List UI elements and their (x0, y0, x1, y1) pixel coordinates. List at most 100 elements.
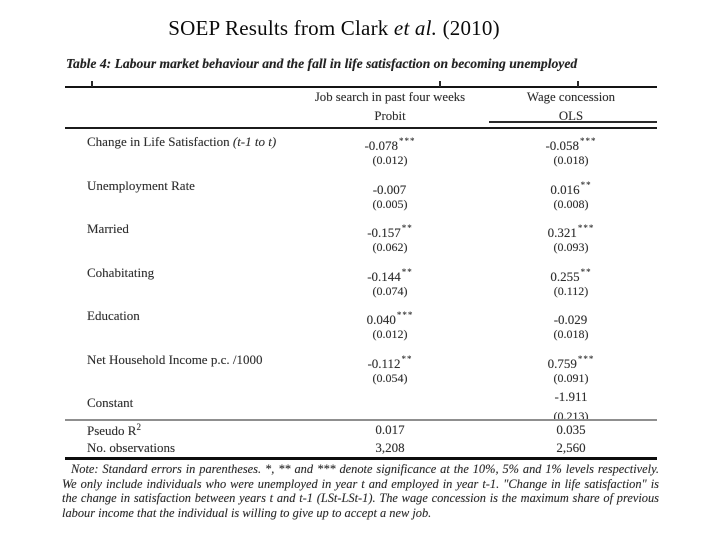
coefficient: 0.016** (485, 173, 657, 197)
probit-cell: -0.078*** (0.012) (295, 129, 485, 173)
probit-cell: 3,208 (375, 440, 405, 455)
coefficient-value: -1.911 (554, 390, 588, 404)
coefficient: -0.157** (295, 216, 485, 240)
coefficient-value: 0.321 (547, 225, 577, 240)
significance-stars: *** (580, 136, 597, 146)
table-body: Change in Life Satisfaction (t-1 to t) -… (65, 129, 657, 460)
probit-cell: -0.144** (0.074) (295, 260, 485, 304)
probit-cell: -0.007 (0.005) (295, 173, 485, 217)
table-caption: Table 4: Labour market behaviour and the… (66, 56, 578, 71)
standard-error (295, 409, 485, 410)
coefficient: -0.112** (295, 347, 485, 371)
row-label-text: Change in Life Satisfaction (87, 134, 233, 149)
row-label: Constant (65, 390, 295, 419)
coefficient-value: 0.016 (550, 181, 580, 197)
ols-cell: -0.029 (0.018) (485, 303, 657, 347)
column-header-wage-concession: Wage concession (526, 90, 616, 104)
standard-error: (0.018) (553, 327, 589, 341)
coefficient: -0.058*** (485, 129, 657, 153)
standard-error: (0.054) (372, 370, 408, 385)
coefficient-value: -0.144 (367, 268, 401, 284)
coefficient-value: 0.040 (366, 312, 396, 327)
row-label-text: Net Household Income p.c. /1000 (87, 351, 263, 367)
table-row-net-household-income: Net Household Income p.c. /1000 -0.112**… (65, 347, 657, 391)
probit-cell: 0.040*** (0.012) (295, 303, 485, 347)
standard-error: (0.093) (553, 240, 589, 254)
standard-error: (0.074) (372, 283, 408, 298)
standard-error: (0.112) (553, 283, 589, 298)
significance-stars: ** (401, 266, 413, 277)
significance-stars: *** (399, 136, 416, 146)
column-header-job-search: Job search in past four weeks (314, 90, 466, 104)
table-footnote: Note: Standard errors in parentheses. *,… (62, 462, 659, 520)
row-label-text: No. observations (87, 440, 176, 455)
coefficient: -0.144** (295, 260, 485, 284)
row-label-text: Unemployment Rate (87, 177, 195, 193)
estimator-ols: OLS (558, 109, 584, 123)
table-top-rule (65, 86, 657, 88)
coefficient: 0.040*** (295, 303, 485, 327)
ols-cell: 0.035 (556, 422, 586, 437)
table-row-change-in-ls: Change in Life Satisfaction (t-1 to t) -… (65, 129, 657, 173)
coefficient: 0.759*** (485, 347, 657, 371)
row-label: Net Household Income p.c. /1000 (65, 347, 295, 391)
coefficient (295, 390, 485, 409)
stats-separator-rule (65, 419, 657, 421)
standard-error: (0.012) (372, 327, 408, 341)
probit-cell: -0.112** (0.054) (295, 347, 485, 391)
coefficient-value: 0.759 (547, 355, 577, 371)
ols-cell: -1.911 (0.213) (485, 390, 657, 419)
probit-cell (295, 390, 485, 419)
coefficient-value: -0.029 (553, 312, 588, 327)
probit-cell: 0.017 (375, 422, 405, 437)
row-label: Pseudo R2 (65, 422, 295, 439)
label-column-header (65, 90, 295, 105)
coefficient: -1.911 (485, 390, 657, 409)
standard-error: (0.091) (553, 370, 589, 385)
coefficient: 0.321*** (485, 216, 657, 240)
table-row-married: Married -0.157** (0.062) 0.321*** (0.093… (65, 216, 657, 260)
significance-stars: ** (401, 223, 413, 233)
label-column-subheader (65, 109, 295, 124)
row-label: Married (65, 216, 295, 260)
scan-artifact-tick (91, 81, 93, 87)
row-label-text: Cohabitating (87, 264, 155, 280)
slide-title-suffix: (2010) (437, 16, 500, 40)
row-label-text: Constant (87, 395, 134, 410)
slide-title-prefix: SOEP Results from Clark (168, 16, 394, 40)
table-row-constant: Constant -1.911 (0.213) (65, 390, 657, 419)
significance-stars: *** (577, 223, 595, 233)
scan-artifact-tick (577, 81, 579, 87)
coefficient-value: 0.255 (550, 268, 580, 284)
row-label-superscript: 2 (136, 421, 141, 432)
row-label: Education (65, 303, 295, 347)
standard-error: (0.005) (372, 196, 408, 211)
row-label: No. observations (65, 440, 295, 456)
estimator-probit: Probit (374, 109, 406, 123)
scan-artifact-tick (439, 81, 441, 87)
ols-cell: 2,560 (556, 440, 586, 455)
standard-error: (0.008) (553, 196, 589, 211)
table-row-observations: No. observations 3,208 2,560 (65, 439, 657, 457)
standard-error: (0.062) (372, 240, 408, 254)
ols-cell: 0.321*** (0.093) (485, 216, 657, 260)
probit-cell: -0.157** (0.062) (295, 216, 485, 260)
slide-title-et-al: et al. (393, 16, 438, 40)
ols-partial-rule (489, 121, 657, 123)
column-group-header-row: Job search in past four weeks Wage conce… (65, 90, 657, 105)
row-label: Unemployment Rate (65, 173, 295, 217)
significance-stars: ** (580, 179, 592, 190)
coefficient: -0.029 (485, 303, 657, 327)
row-label-text: Education (87, 308, 140, 323)
table-row-education: Education 0.040*** (0.012) -0.029 (0.018… (65, 303, 657, 347)
table-bottom-rule (65, 457, 657, 460)
significance-stars: ** (401, 353, 413, 364)
row-label: Change in Life Satisfaction (t-1 to t) (65, 129, 295, 173)
ols-cell: 0.759*** (0.091) (485, 347, 657, 391)
table-row-unemployment-rate: Unemployment Rate -0.007 (0.005) 0.016**… (65, 173, 657, 217)
header-rule (65, 127, 657, 129)
coefficient-value: -0.058 (545, 138, 580, 153)
coefficient: -0.078*** (295, 129, 485, 153)
row-label-text: Pseudo R (87, 422, 137, 438)
row-label-italic: (t-1 to t) (232, 134, 277, 149)
